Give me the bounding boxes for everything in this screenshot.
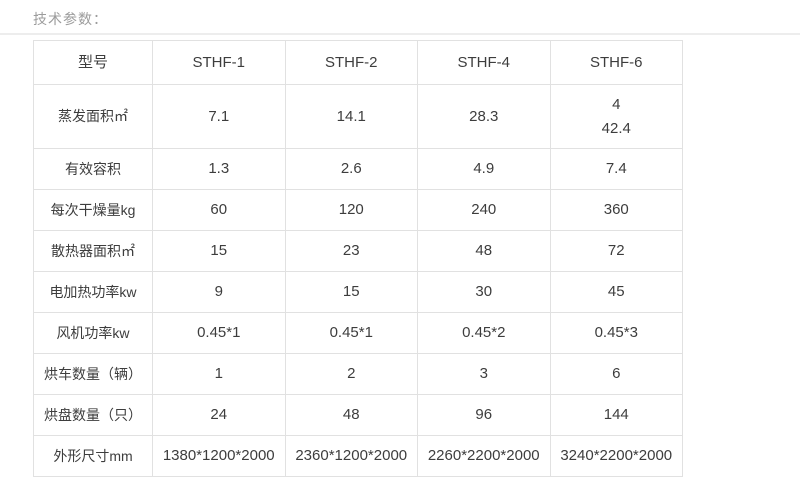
param-value: 1380*1200*2000: [152, 435, 286, 477]
param-value: 6: [549, 353, 683, 395]
param-value: 96: [417, 394, 551, 436]
col-header-sthf1: STHF-1: [152, 40, 286, 85]
param-value: 1.3: [152, 148, 286, 190]
param-value: 0.45*1: [284, 312, 418, 354]
table-row-evaporation-area: 蒸发面积㎡ 7.1 14.1 28.3 4 42.4: [33, 84, 683, 149]
col-header-sthf6: STHF-6: [549, 40, 683, 85]
param-value: 0.45*2: [417, 312, 551, 354]
table-row-cart-quantity: 烘车数量（辆） 1 2 3 6: [33, 353, 683, 395]
param-label: 烘车数量（辆）: [33, 353, 153, 395]
param-value: 72: [549, 230, 683, 272]
param-value: 7.1: [152, 84, 286, 149]
table-row-heating-power: 电加热功率kw 9 15 30 45: [33, 271, 683, 313]
section-title: 技术参数：: [33, 11, 108, 27]
param-value: 4 42.4: [549, 84, 683, 149]
param-value: 9: [152, 271, 286, 313]
table-header-row: 型号 STHF-1 STHF-2 STHF-4 STHF-6: [33, 40, 683, 85]
param-value: 2260*2200*2000: [417, 435, 551, 477]
param-value: 30: [417, 271, 551, 313]
table-row-tray-quantity: 烘盘数量（只） 24 48 96 144: [33, 394, 683, 436]
spec-table: 型号 STHF-1 STHF-2 STHF-4 STHF-6 蒸发面积㎡ 7.1…: [33, 40, 683, 477]
param-value: 24: [152, 394, 286, 436]
col-header-model: 型号: [33, 40, 153, 85]
param-value: 48: [417, 230, 551, 272]
param-value: 15: [152, 230, 286, 272]
param-label: 每次干燥量kg: [33, 189, 153, 231]
param-value: 120: [284, 189, 418, 231]
param-value: 1: [152, 353, 286, 395]
col-header-sthf4: STHF-4: [417, 40, 551, 85]
param-value: 60: [152, 189, 286, 231]
param-value: 360: [549, 189, 683, 231]
param-value: 2360*1200*2000: [284, 435, 418, 477]
table-row-effective-volume: 有效容积 1.3 2.6 4.9 7.4: [33, 148, 683, 190]
param-label: 外形尺寸mm: [33, 435, 153, 477]
param-value: 48: [284, 394, 418, 436]
param-value: 240: [417, 189, 551, 231]
param-value: 45: [549, 271, 683, 313]
param-value: 23: [284, 230, 418, 272]
param-value: 0.45*1: [152, 312, 286, 354]
param-value: 14.1: [284, 84, 418, 149]
param-value: 2: [284, 353, 418, 395]
param-value: 4.9: [417, 148, 551, 190]
param-value: 7.4: [549, 148, 683, 190]
param-label: 蒸发面积㎡: [33, 84, 153, 149]
param-value: 2.6: [284, 148, 418, 190]
param-value: 3240*2200*2000: [549, 435, 683, 477]
param-label: 散热器面积㎡: [33, 230, 153, 272]
param-label: 电加热功率kw: [33, 271, 153, 313]
param-label: 风机功率kw: [33, 312, 153, 354]
param-label: 有效容积: [33, 148, 153, 190]
table-row-drying-amount: 每次干燥量kg 60 120 240 360: [33, 189, 683, 231]
table-row-fan-power: 风机功率kw 0.45*1 0.45*1 0.45*2 0.45*3: [33, 312, 683, 354]
col-header-sthf2: STHF-2: [284, 40, 418, 85]
param-value: 28.3: [417, 84, 551, 149]
table-row-radiator-area: 散热器面积㎡ 15 23 48 72: [33, 230, 683, 272]
section-divider: [0, 33, 800, 35]
param-value: 3: [417, 353, 551, 395]
param-value: 15: [284, 271, 418, 313]
table-row-dimensions: 外形尺寸mm 1380*1200*2000 2360*1200*2000 226…: [33, 435, 683, 477]
param-value: 144: [549, 394, 683, 436]
param-value: 0.45*3: [549, 312, 683, 354]
param-label: 烘盘数量（只）: [33, 394, 153, 436]
